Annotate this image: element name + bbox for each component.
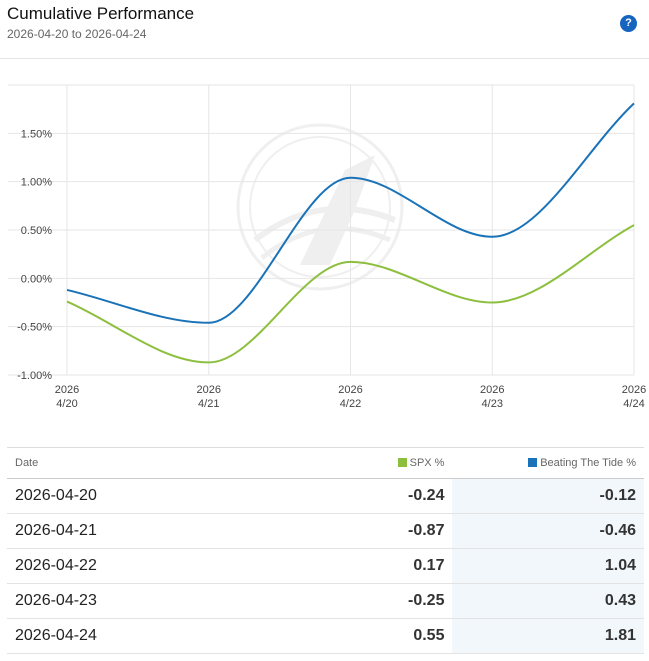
date-column-header: Date — [7, 447, 336, 479]
row-date: 2026-04-20 — [7, 478, 336, 514]
spx-legend-swatch — [397, 458, 407, 467]
x-tick-date: 4/20 — [56, 398, 77, 410]
spx-column-header: SPX % — [335, 447, 453, 479]
series-lines — [66, 102, 635, 364]
x-tick-date: 4/24 — [623, 398, 644, 410]
row-spx-value: -0.87 — [335, 513, 453, 549]
help-icon[interactable]: ? — [620, 15, 637, 32]
chart-header: Cumulative Performance 2026-04-20 to 202… — [0, 0, 649, 59]
table-row: 2026-04-21 -0.87 -0.46 — [7, 513, 644, 549]
row-spx-value: 0.55 — [335, 618, 453, 654]
spx-column-label: SPX % — [409, 457, 445, 469]
row-btt-value: -0.12 — [452, 478, 644, 514]
row-date: 2026-04-21 — [7, 513, 336, 549]
x-tick-year: 2026 — [622, 384, 646, 396]
date-range-subtitle: 2026-04-20 to 2026-04-24 — [7, 27, 147, 41]
x-tick-date: 4/22 — [340, 398, 361, 410]
y-tick-label: -0.50% — [17, 322, 52, 334]
performance-line-chart: -1.00% -0.50% 0.00% 0.50% 1.00% 1.50% 2026 4/2… — [8, 84, 646, 410]
row-spx-value: 0.17 — [335, 548, 453, 584]
btt-column-label: Beating The Tide % — [540, 457, 636, 469]
spx-series-line — [66, 224, 635, 364]
btt-column-header: Beating The Tide % — [452, 447, 644, 479]
x-axis: 2026 4/20 2026 4/21 2026 4/22 2026 4/23 2026 4/24 — [55, 384, 646, 410]
x-tick-year: 2026 — [338, 384, 362, 396]
row-date: 2026-04-22 — [7, 548, 336, 584]
performance-table: Date SPX % Beating The Tide % 2026-04-20… — [7, 447, 644, 654]
btt-series-line — [66, 102, 635, 324]
table-row: 2026-04-24 0.55 1.81 — [7, 618, 644, 654]
y-tick-label: 0.50% — [21, 225, 52, 237]
y-axis: -1.00% -0.50% 0.00% 0.50% 1.00% 1.50% — [17, 128, 52, 382]
y-tick-label: 1.00% — [21, 177, 52, 189]
x-tick-year: 2026 — [480, 384, 504, 396]
row-btt-value: 1.04 — [452, 548, 644, 584]
table-row: 2026-04-22 0.17 1.04 — [7, 548, 644, 584]
table-header-row: Date SPX % Beating The Tide % — [7, 447, 644, 479]
page-title: Cumulative Performance — [7, 4, 195, 23]
btt-legend-swatch — [528, 458, 538, 467]
x-tick-year: 2026 — [197, 384, 221, 396]
y-tick-label: -1.00% — [17, 370, 52, 382]
x-tick-date: 4/23 — [482, 398, 503, 410]
row-btt-value: 1.81 — [452, 618, 644, 654]
row-spx-value: -0.24 — [335, 478, 453, 514]
row-btt-value: 0.43 — [452, 583, 644, 619]
y-tick-label: 1.50% — [21, 128, 52, 140]
table-row: 2026-04-23 -0.25 0.43 — [7, 583, 644, 619]
row-date: 2026-04-24 — [7, 618, 336, 654]
x-tick-year: 2026 — [55, 384, 79, 396]
chart-grid — [8, 84, 635, 376]
row-date: 2026-04-23 — [7, 583, 336, 619]
row-btt-value: -0.46 — [452, 513, 644, 549]
x-tick-date: 4/21 — [198, 398, 219, 410]
table-row: 2026-04-20 -0.24 -0.12 — [7, 478, 644, 514]
y-tick-label: 0.00% — [21, 273, 52, 285]
watermark-logo — [236, 123, 404, 291]
row-spx-value: -0.25 — [335, 583, 453, 619]
